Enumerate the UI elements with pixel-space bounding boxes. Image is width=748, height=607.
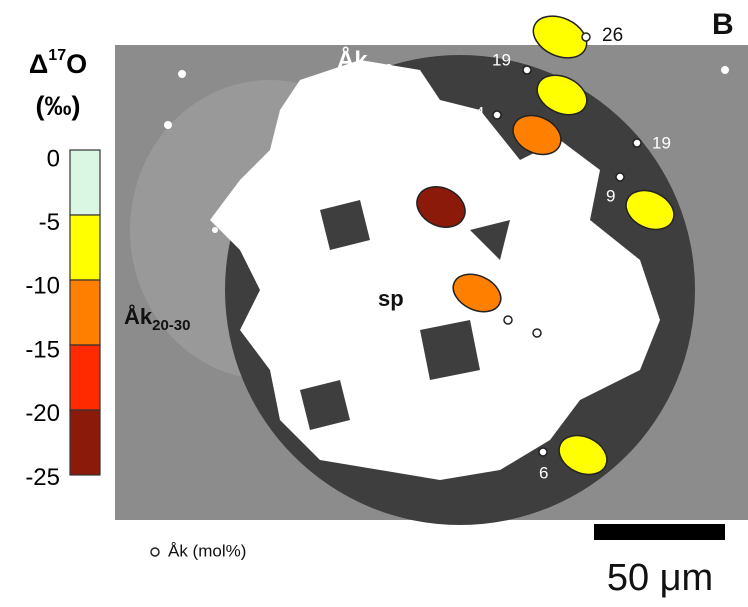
colorbar-label: -10 [25,273,60,300]
colorbar-label: -20 [25,400,60,427]
figure: 26 19 4 19 9 7 7 6 Åk<10 Åk20-30 sp B Δ1… [0,0,748,602]
point-label: 26 [602,25,623,46]
colorbar-segment [70,150,100,215]
scale-bar-label: 50 μm [607,557,713,599]
point-label: 7 [512,323,521,342]
scale-bar [594,524,725,540]
colorbar-label: 0 [47,145,60,172]
point-label: 9 [606,186,615,205]
colorbar-segment [70,280,100,345]
legend-unit: (‰) [36,91,81,121]
point-label: 19 [492,50,511,69]
point-label: 19 [652,133,671,152]
micrograph [115,45,748,525]
colorbar-segment [70,215,100,280]
point-label: 7 [543,323,552,342]
sp-label: sp [378,286,404,311]
colorbar-segment [70,345,100,410]
point-label: 6 [539,463,548,482]
panel-label: B [712,8,734,41]
colorbar-label: -5 [39,209,60,236]
colorbar-segment [70,410,100,475]
colorbar-label: -15 [25,336,60,363]
point-label: 4 [475,103,484,122]
colorbar: 0 -5 -10 -15 -20 -25 [25,145,100,491]
point-key: Åk (mol%) [168,541,246,560]
legend-title: Δ17O [29,47,87,79]
colorbar-label: -25 [25,464,60,491]
